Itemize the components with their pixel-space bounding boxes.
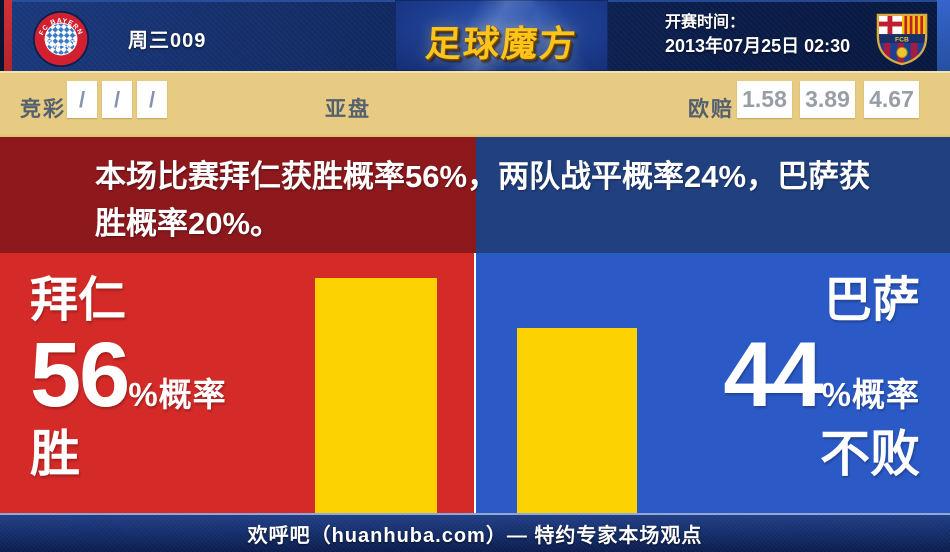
euro-odds-home-box[interactable]: 1.58 bbox=[737, 81, 792, 118]
prediction-panel: 本场比赛拜仁获胜概率56%，两队战平概率24%，巴萨获 胜概率20%。 拜仁 5… bbox=[0, 137, 950, 513]
center-divider-line bbox=[474, 253, 476, 513]
home-dark-header bbox=[0, 137, 476, 253]
away-probability-block: 巴萨 44 %概率 不败 bbox=[723, 270, 920, 490]
barcelona-crest-icon: FCB bbox=[876, 13, 928, 66]
away-dark-header bbox=[476, 137, 950, 253]
prediction-headline: 本场比赛拜仁获胜概率56%，两队战平概率24%，巴萨获 胜概率20%。 bbox=[95, 153, 905, 247]
jingcai-odds-box[interactable]: / bbox=[102, 81, 132, 118]
site-logo[interactable]: 足球魔方 bbox=[423, 23, 579, 64]
jingcai-odds-box[interactable]: / bbox=[137, 81, 167, 118]
bayern-munich-crest-icon: FC BAYERN MÜNCHEN bbox=[32, 10, 90, 68]
top-banner: FC BAYERN MÜNCHEN 周三009 足球魔方 开赛时间： 2013年… bbox=[0, 0, 950, 71]
asian-handicap-label: 亚盘 bbox=[325, 98, 371, 121]
home-outcome-label: 胜 bbox=[30, 426, 80, 482]
away-probability-suffix: %概率 bbox=[821, 376, 920, 413]
euro-odds-away-box[interactable]: 4.67 bbox=[864, 81, 919, 118]
home-probability-value: 56 bbox=[30, 324, 130, 426]
odds-bar: 竞彩 / / / 亚盘 欧赔 1.58 3.89 4.67 bbox=[0, 71, 950, 137]
logo-glow-panel bbox=[395, 0, 608, 71]
home-probability-bar bbox=[315, 278, 437, 513]
footer-caption: 欢呼吧（huanhuba.com）— 特约专家本场观点 bbox=[247, 525, 703, 547]
headline-line-1: 本场比赛拜仁获胜概率56%，两队战平概率24%，巴萨获 bbox=[95, 159, 871, 194]
away-probability-value: 44 bbox=[723, 324, 823, 426]
euro-odds-draw-box[interactable]: 3.89 bbox=[800, 81, 855, 118]
kickoff-datetime: 2013年07月25日 02:30 bbox=[665, 36, 851, 56]
home-probability-suffix: %概率 bbox=[128, 376, 227, 413]
right-edge-blue-stripe bbox=[937, 0, 950, 71]
match-code: 周三009 bbox=[128, 30, 207, 52]
footer-bar: 欢呼吧（huanhuba.com）— 特约专家本场观点 bbox=[0, 513, 950, 552]
kickoff-time-block: 开赛时间： 2013年07月25日 02:30 bbox=[665, 12, 850, 58]
away-team-name: 巴萨 bbox=[823, 274, 920, 327]
barca-band-text: FCB bbox=[895, 36, 909, 43]
home-team-name: 拜仁 bbox=[30, 274, 127, 327]
headline-line-2: 胜概率20%。 bbox=[95, 206, 282, 241]
left-edge-dark-stripe bbox=[0, 0, 4, 71]
home-probability-block: 拜仁 56 %概率 胜 bbox=[30, 270, 227, 490]
euro-odds-label: 欧赔 bbox=[688, 98, 734, 121]
kickoff-label: 开赛时间： bbox=[665, 14, 746, 31]
jingcai-odds-box[interactable]: / bbox=[67, 81, 97, 118]
away-probability-bar bbox=[517, 328, 637, 513]
left-edge-red-stripe bbox=[4, 0, 12, 71]
away-outcome-label: 不败 bbox=[820, 426, 920, 482]
jingcai-label: 竞彩 bbox=[20, 98, 66, 121]
